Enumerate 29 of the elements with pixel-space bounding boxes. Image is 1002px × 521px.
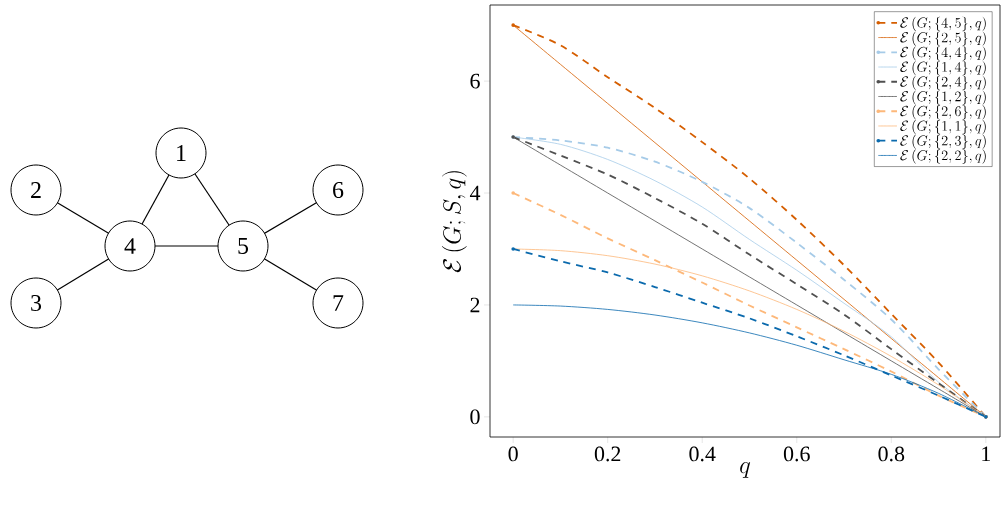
x-tick-label: 0.8 [878,446,905,462]
legend-label: $\mathcal{E}\left(G;\{2,4\},q\right)$ [900,75,986,90]
legend-label: $\mathcal{E}\left(G;\{4,5\},q\right)$ [900,16,986,32]
legend-label: $\mathcal{E}\left(G;\{1,1\},q\right)$ [900,119,986,135]
x-axis-title: $q$ [740,462,751,478]
x-tick-label: 0 [508,446,518,462]
legend-label: $\mathcal{E}\left(G;\{1,4\},q\right)$ [900,60,986,76]
legend-label: $\mathcal{E}\left(G;\{2,3\},q\right)$ [900,134,986,149]
text: 1 [177,145,186,161]
text: 5 [238,238,249,254]
text: 4 [124,238,136,254]
text: 7 [333,295,344,311]
y-tick-label: 4 [469,185,481,201]
legend-label: $\mathcal{E}\left(G;\{4,4\},q\right)$ [900,46,986,61]
x-tick-label: 0.2 [594,446,621,462]
y-tick-label: 6 [470,73,480,89]
text: 6 [333,181,344,199]
y-tick-label: 0 [470,409,480,425]
legend-label: $\mathcal{E}\left(G;\{2,2\},q\right)$ [900,149,986,164]
x-tick-label: 0.4 [689,446,716,462]
x-tick-label: 1 [982,446,990,461]
text: 3 [31,294,42,312]
legend-label: $\mathcal{E}\left(G;\{2,5\},q\right)$ [900,31,986,46]
x-tick-label: 0.6 [783,446,810,462]
y-axis-title: $\mathcal{E}\left(G;S,q\right)$ [441,171,467,273]
text: 2 [31,182,41,198]
legend-label: $\mathcal{E}\left(G;\{2,6\},q\right)$ [900,105,986,120]
legend-label: $\mathcal{E}\left(G;\{1,2\},q\right)$ [900,90,986,105]
y-tick-label: 2 [470,297,480,313]
